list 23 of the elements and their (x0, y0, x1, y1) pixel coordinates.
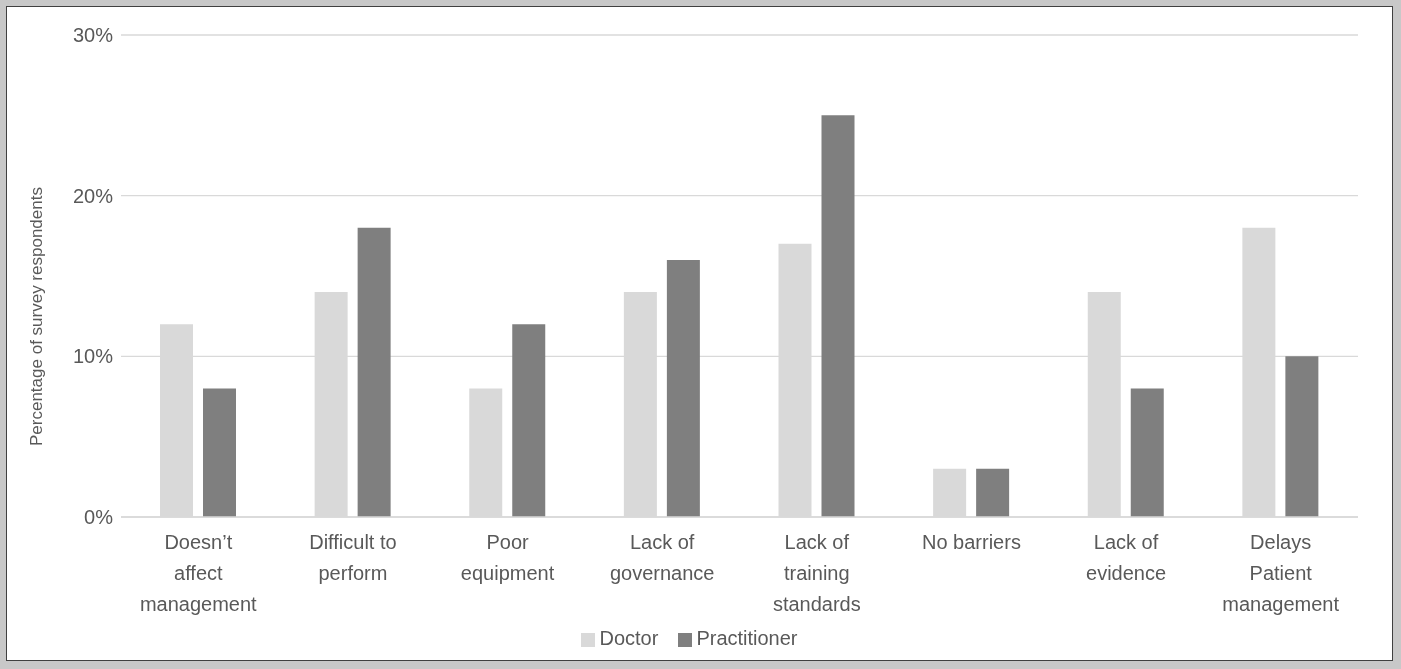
y-tick-label: 20% (72, 184, 114, 207)
y-tick-label: 0% (84, 506, 114, 529)
bar (666, 259, 700, 517)
x-tick-label: Lack of training standards (772, 531, 861, 615)
x-tick-label: Doesn’t affect management (139, 531, 258, 615)
y-axis-title: Percentage of survey respondents (27, 187, 47, 446)
bar (1285, 356, 1319, 517)
x-tick-label: Difficult to perform (309, 531, 397, 584)
y-tick-label: 30% (72, 24, 114, 47)
x-tick-label: Delays Patient management (1222, 531, 1340, 615)
bar (976, 468, 1010, 517)
legend-label: Practitioner (696, 627, 798, 649)
bar (821, 115, 855, 517)
x-tick-label: Lack of evidence (1086, 531, 1167, 584)
x-tick-label: Poor equipment (460, 531, 555, 584)
x-tick-label: Lack of governance (609, 531, 715, 584)
legend-label: Doctor (599, 627, 659, 649)
bar (203, 388, 236, 517)
bar (1130, 388, 1164, 517)
y-tick-label: 10% (72, 345, 114, 368)
bar (357, 227, 391, 517)
x-tick-label: No barriers (921, 531, 1021, 553)
bar (512, 324, 546, 517)
